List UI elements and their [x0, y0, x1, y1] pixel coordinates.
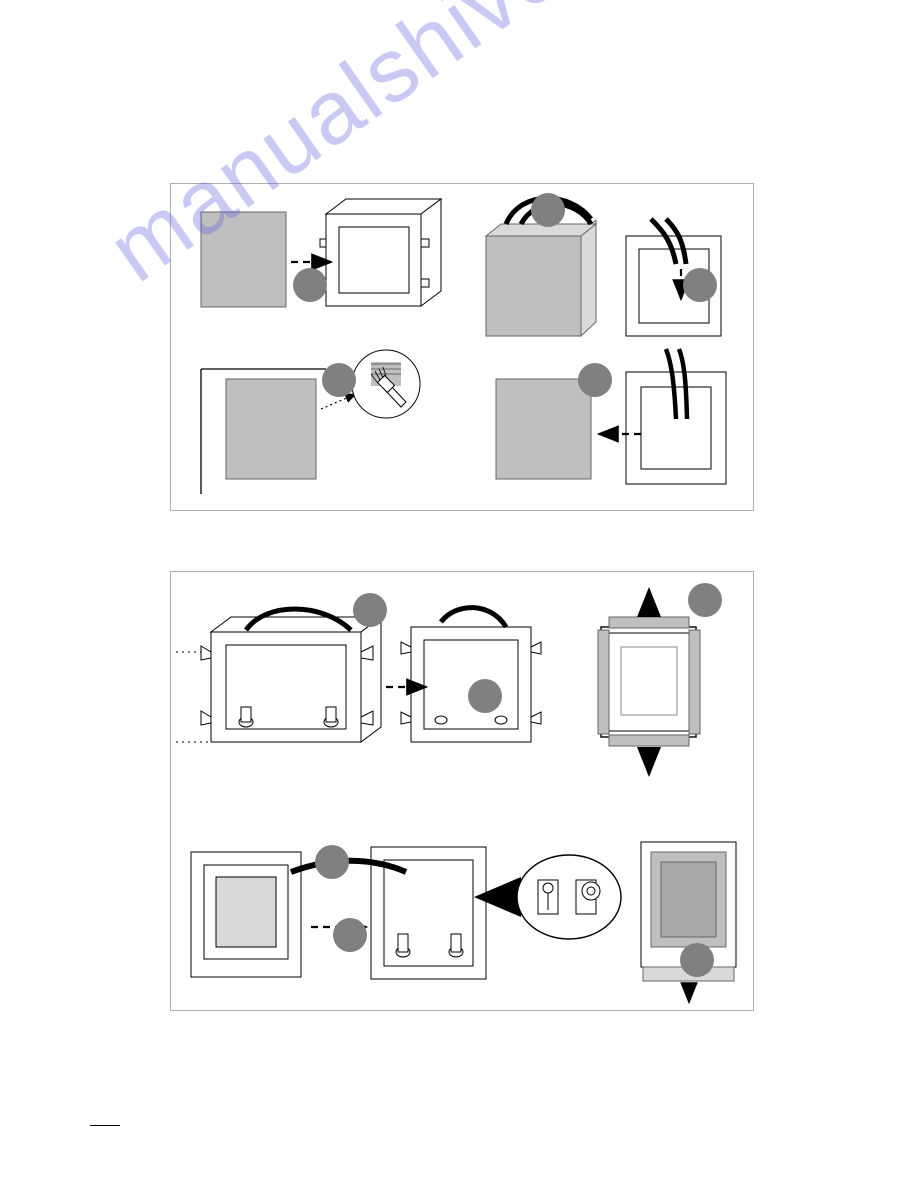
- step-circle: [322, 363, 356, 397]
- step-circle: [468, 679, 502, 713]
- scene-frontplate-into-box: [191, 847, 621, 979]
- step-circle: [333, 918, 367, 952]
- step-circle: [531, 193, 565, 227]
- step-circle: [353, 593, 387, 627]
- scene-hollow-wall-box: [176, 608, 541, 742]
- step-circle: [683, 268, 717, 302]
- step-circle: [688, 583, 722, 617]
- scene-cover-onto-box: [496, 349, 726, 484]
- page-footer-rule: [90, 1125, 120, 1126]
- scene-pull-down-cover: [641, 842, 736, 1002]
- step-circle: [578, 363, 612, 397]
- manual-page: manualshive.com: [0, 0, 918, 1188]
- scene-plaster-brush: [201, 350, 420, 494]
- top-instruction-panel: [170, 183, 754, 511]
- top-panel-svg: [171, 184, 753, 510]
- step-circle: [293, 268, 327, 302]
- scene-cable-into-wall: [486, 198, 721, 336]
- bottom-instruction-panel: [170, 571, 754, 1011]
- step-circle: [680, 943, 714, 977]
- step-circle: [315, 845, 349, 879]
- bottom-panel-svg: [171, 572, 753, 1010]
- scene-frame-expand: [598, 590, 700, 774]
